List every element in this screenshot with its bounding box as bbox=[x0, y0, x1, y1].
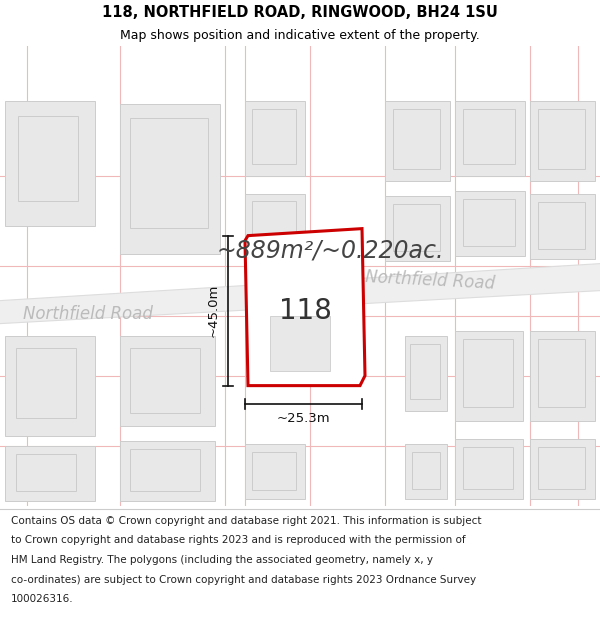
Text: ~25.3m: ~25.3m bbox=[276, 412, 330, 425]
Bar bbox=[530, 194, 595, 259]
Bar bbox=[412, 452, 440, 489]
Bar bbox=[463, 339, 513, 407]
Polygon shape bbox=[0, 264, 600, 324]
Text: HM Land Registry. The polygons (including the associated geometry, namely x, y: HM Land Registry. The polygons (includin… bbox=[11, 555, 433, 565]
Bar bbox=[463, 109, 515, 164]
Bar bbox=[130, 118, 208, 228]
Bar bbox=[530, 439, 595, 499]
Bar bbox=[530, 331, 595, 421]
Polygon shape bbox=[245, 229, 365, 386]
Text: Contains OS data © Crown copyright and database right 2021. This information is : Contains OS data © Crown copyright and d… bbox=[11, 516, 481, 526]
Bar bbox=[245, 101, 305, 176]
Bar bbox=[385, 101, 450, 181]
Text: ~889m²/~0.220ac.: ~889m²/~0.220ac. bbox=[216, 239, 444, 262]
Bar bbox=[463, 447, 513, 489]
Bar bbox=[410, 344, 440, 399]
Text: to Crown copyright and database rights 2023 and is reproduced with the permissio: to Crown copyright and database rights 2… bbox=[11, 536, 466, 546]
Bar bbox=[455, 331, 523, 421]
Text: Northfield Road: Northfield Road bbox=[23, 304, 153, 322]
Text: ~45.0m: ~45.0m bbox=[206, 284, 220, 338]
Bar bbox=[405, 336, 447, 411]
Bar bbox=[393, 204, 440, 251]
Bar bbox=[405, 444, 447, 499]
Bar bbox=[245, 444, 305, 499]
Bar bbox=[463, 199, 515, 246]
Bar bbox=[530, 101, 595, 181]
Bar bbox=[455, 191, 525, 256]
Bar bbox=[5, 336, 95, 436]
Text: 100026316.: 100026316. bbox=[11, 594, 73, 604]
Bar bbox=[5, 446, 95, 501]
Bar bbox=[385, 196, 450, 261]
Bar bbox=[18, 116, 78, 201]
Text: Northfield Road: Northfield Road bbox=[365, 268, 496, 293]
Bar bbox=[455, 101, 525, 176]
Bar bbox=[120, 441, 215, 501]
Text: co-ordinates) are subject to Crown copyright and database rights 2023 Ordnance S: co-ordinates) are subject to Crown copyr… bbox=[11, 574, 476, 584]
Bar bbox=[538, 447, 585, 489]
Bar bbox=[252, 201, 296, 246]
Bar bbox=[538, 109, 585, 169]
Bar bbox=[252, 452, 296, 489]
Bar bbox=[252, 109, 296, 164]
Bar bbox=[120, 104, 220, 254]
Bar bbox=[270, 316, 330, 371]
Bar bbox=[455, 439, 523, 499]
Bar bbox=[393, 109, 440, 169]
Bar bbox=[538, 339, 585, 407]
Bar bbox=[16, 454, 76, 491]
Text: Map shows position and indicative extent of the property.: Map shows position and indicative extent… bbox=[120, 29, 480, 42]
Bar bbox=[5, 101, 95, 226]
Text: 118: 118 bbox=[278, 297, 331, 324]
Bar bbox=[130, 449, 200, 491]
Bar bbox=[245, 194, 305, 254]
Bar bbox=[538, 202, 585, 249]
Bar bbox=[130, 348, 200, 413]
Bar bbox=[120, 336, 215, 426]
Text: 118, NORTHFIELD ROAD, RINGWOOD, BH24 1SU: 118, NORTHFIELD ROAD, RINGWOOD, BH24 1SU bbox=[102, 5, 498, 20]
Bar bbox=[16, 348, 76, 418]
